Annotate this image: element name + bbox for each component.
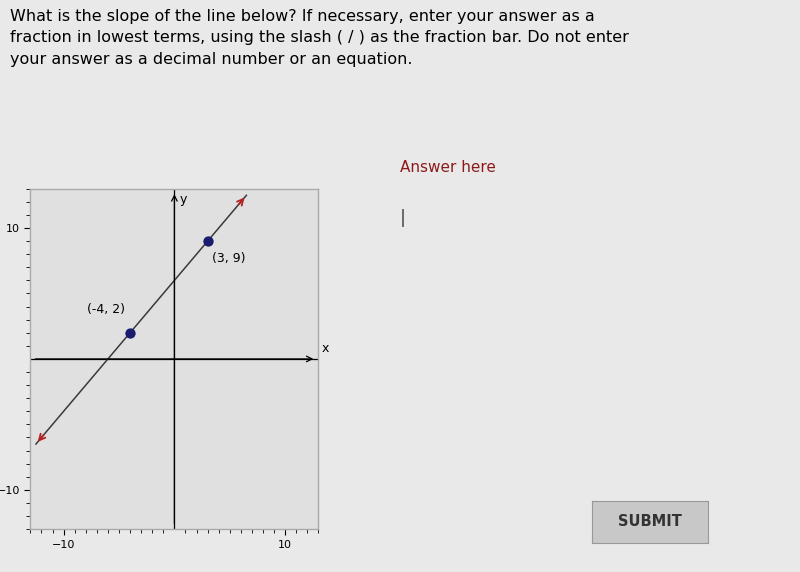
Text: |: | [400, 209, 406, 227]
Point [124, 328, 137, 337]
Text: (-4, 2): (-4, 2) [86, 303, 125, 316]
Text: y: y [180, 193, 187, 206]
Text: x: x [322, 342, 329, 355]
Text: What is the slope of the line below? If necessary, enter your answer as a
fracti: What is the slope of the line below? If … [10, 9, 629, 67]
Text: Answer here: Answer here [400, 160, 496, 175]
Text: (3, 9): (3, 9) [212, 252, 246, 265]
Text: SUBMIT: SUBMIT [618, 514, 682, 530]
Point [202, 237, 214, 246]
